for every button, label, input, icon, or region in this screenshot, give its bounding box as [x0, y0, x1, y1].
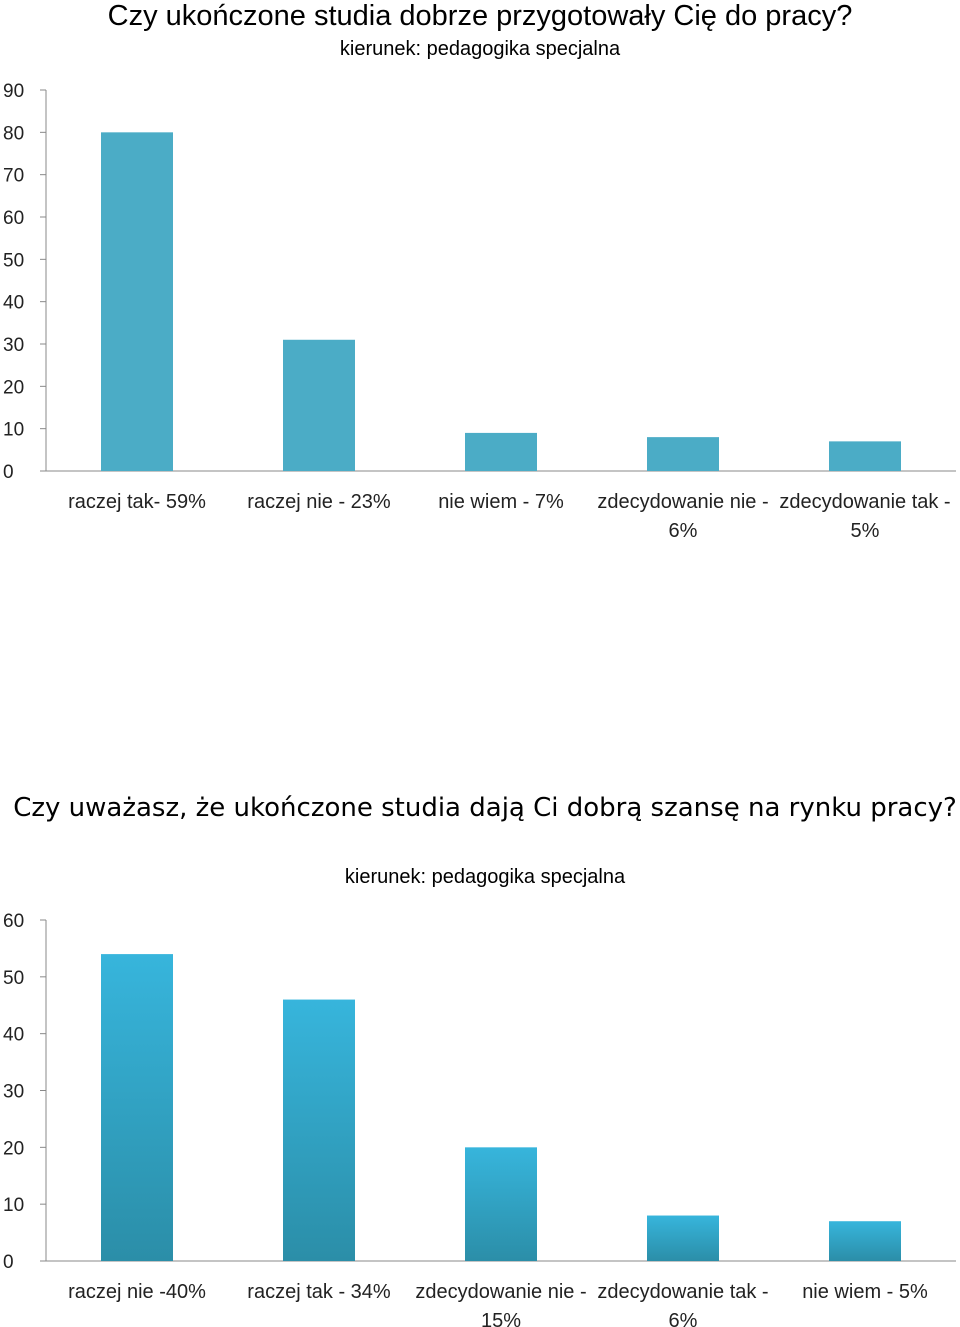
y-tick-label: 0 [3, 1252, 14, 1273]
x-tick-label: raczej nie -40% [68, 1281, 206, 1303]
y-tick-label: 40 [3, 1025, 24, 1046]
chart-1-plot: 0 10 20 30 40 50 60 70 80 90 raczej tak- 59% raczej… [3, 81, 956, 542]
y-tick-label: 10 [3, 1195, 24, 1216]
y-tick-label: 50 [3, 968, 24, 989]
bar [829, 1221, 901, 1261]
y-tick-label: 30 [3, 1082, 24, 1103]
x-tick-label: 5% [851, 520, 880, 542]
x-tick-label: nie wiem - 5% [802, 1281, 928, 1303]
x-tick-label: 6% [669, 1310, 698, 1327]
chart-2-title: Czy uważasz, że ukończone studia dają Ci… [13, 793, 957, 823]
x-tick-label: raczej nie - 23% [247, 491, 391, 513]
y-tick-label: 60 [3, 208, 24, 229]
y-tick-label: 20 [3, 377, 24, 398]
bar [647, 437, 719, 471]
bar [101, 132, 173, 472]
y-tick-label: 50 [3, 250, 24, 271]
chart-2: Czy uważasz, że ukończone studia dają Ci… [0, 780, 960, 1327]
y-tick-label: 60 [3, 911, 24, 932]
x-tick-label: raczej tak- 59% [68, 491, 206, 513]
bar [465, 432, 537, 471]
chart-2-plot: 0 10 20 30 40 50 60 raczej nie -40% raczej tak -… [3, 911, 956, 1327]
bar [829, 441, 901, 471]
chart-1: Czy ukończone studia dobrze przygotowały… [0, 0, 960, 560]
bar [283, 339, 355, 471]
chart-1-title: Czy ukończone studia dobrze przygotowały… [107, 0, 853, 32]
y-tick-label: 40 [3, 293, 24, 314]
y-tick-label: 10 [3, 420, 24, 441]
x-tick-label: zdecydowanie nie - [597, 491, 768, 513]
y-tick-label: 30 [3, 335, 24, 356]
y-tick-label: 20 [3, 1138, 24, 1159]
bar [101, 954, 173, 1261]
bar [647, 1215, 719, 1261]
y-tick-label: 0 [3, 462, 14, 483]
x-tick-label: 15% [481, 1310, 521, 1327]
chart-2-subtitle: kierunek: pedagogika specjalna [344, 866, 626, 888]
chart-1-subtitle: kierunek: pedagogika specjalna [339, 38, 621, 60]
bar [283, 999, 355, 1261]
y-tick-label: 80 [3, 123, 24, 144]
x-tick-label: raczej tak - 34% [247, 1281, 391, 1303]
x-tick-label: nie wiem - 7% [438, 491, 564, 513]
bar [465, 1147, 537, 1261]
x-tick-label: zdecydowanie tak - [597, 1281, 768, 1303]
y-tick-label: 90 [3, 81, 24, 102]
x-tick-label: zdecydowanie tak - [779, 491, 950, 513]
x-tick-label: 6% [669, 520, 698, 542]
y-tick-label: 70 [3, 166, 24, 187]
x-tick-label: zdecydowanie nie - [415, 1281, 586, 1303]
